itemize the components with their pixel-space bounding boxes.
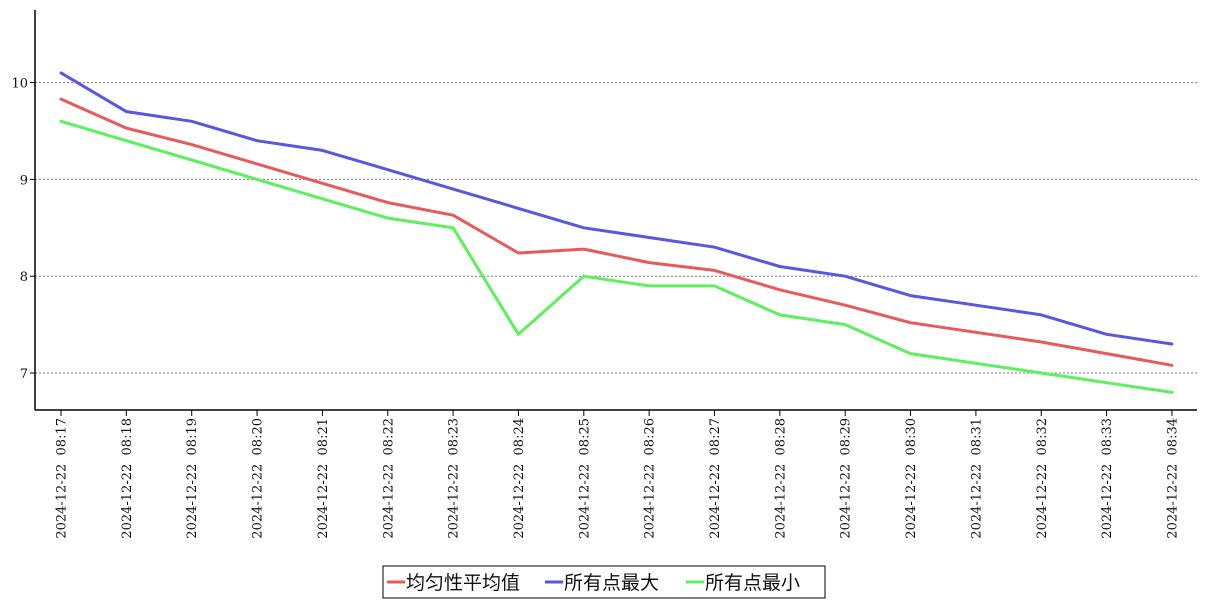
series-lines bbox=[59, 71, 1174, 394]
y-tick-label: 10 bbox=[11, 77, 28, 92]
legend-box bbox=[382, 565, 826, 599]
x-tick-label: 2024-12-22 08:34 bbox=[1165, 418, 1180, 539]
legend-label-2: 所有点最小 bbox=[705, 572, 800, 594]
x-tick-label: 2024-12-22 08:25 bbox=[577, 418, 592, 539]
y-tick-label: 8 bbox=[20, 270, 28, 285]
legend-label-0: 均匀性平均值 bbox=[406, 572, 520, 594]
y-tick-label: 7 bbox=[20, 367, 28, 382]
x-tick-label: 2024-12-22 08:30 bbox=[904, 418, 919, 539]
legend-label-1: 所有点最大 bbox=[564, 572, 659, 594]
x-tick-label: 2024-12-22 08:20 bbox=[251, 418, 266, 539]
x-tick-label: 2024-12-22 08:19 bbox=[185, 418, 200, 539]
x-ticks: 2024-12-22 08:17 2024-12-22 08:18 2024-12-… bbox=[55, 410, 1180, 539]
y-ticks: 7 8 9 10 bbox=[11, 77, 35, 382]
x-tick-label: 2024-12-22 08:27 bbox=[708, 418, 723, 539]
x-tick-label: 2024-12-22 08:32 bbox=[1035, 418, 1050, 539]
axes bbox=[34, 10, 1197, 411]
x-tick-label: 2024-12-22 08:29 bbox=[839, 418, 854, 539]
x-tick-label: 2024-12-22 08:24 bbox=[512, 418, 527, 539]
y-tick-label: 9 bbox=[20, 173, 28, 188]
x-tick-label: 2024-12-22 08:31 bbox=[969, 418, 984, 539]
series-line-1 bbox=[59, 71, 1174, 346]
series-line-0 bbox=[59, 97, 1174, 367]
x-tick-label: 2024-12-22 08:33 bbox=[1100, 418, 1115, 539]
x-tick-label: 2024-12-22 08:22 bbox=[381, 418, 396, 539]
series-line-2 bbox=[59, 119, 1174, 394]
grid-lines bbox=[35, 82, 1197, 374]
x-tick-label: 2024-12-22 08:18 bbox=[120, 418, 135, 539]
x-tick-label: 2024-12-22 08:23 bbox=[447, 418, 462, 539]
x-tick-label: 2024-12-22 08:26 bbox=[643, 418, 658, 539]
x-tick-label: 2024-12-22 08:17 bbox=[55, 418, 70, 539]
x-tick-label: 2024-12-22 08:21 bbox=[316, 418, 331, 539]
legend: 均匀性平均值 所有点最大 所有点最小 bbox=[382, 565, 826, 599]
x-tick-label: 2024-12-22 08:28 bbox=[773, 418, 788, 539]
